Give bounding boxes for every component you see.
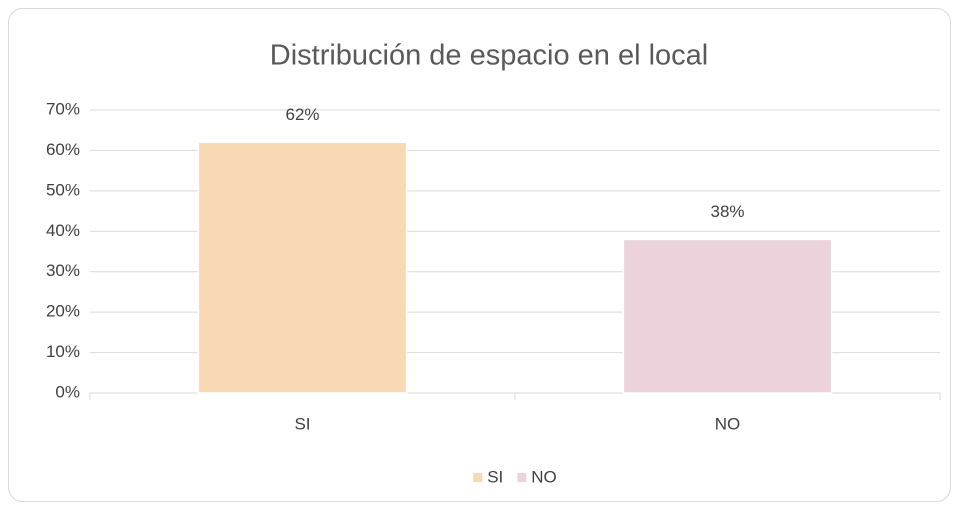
bar bbox=[622, 238, 833, 394]
x-tick-label: NO bbox=[715, 414, 741, 433]
y-tick-label: 70% bbox=[46, 99, 80, 118]
y-tick-label: 40% bbox=[46, 221, 80, 240]
legend-swatch bbox=[473, 473, 483, 482]
legend-swatch bbox=[517, 473, 527, 482]
y-tick-label: 50% bbox=[46, 180, 80, 199]
y-tick-label: 0% bbox=[55, 382, 80, 401]
legend-label: NO bbox=[531, 467, 557, 486]
chart-title: Distribución de espacio en el local bbox=[270, 40, 708, 72]
category-dividers bbox=[89, 393, 941, 400]
data-label: 38% bbox=[710, 202, 744, 221]
data-label: 62% bbox=[285, 105, 319, 124]
legend-label: SI bbox=[487, 467, 503, 486]
y-tick-label: 30% bbox=[46, 261, 80, 280]
x-tick-label: SI bbox=[294, 414, 310, 433]
y-tick-label: 20% bbox=[46, 302, 80, 321]
y-tick-label: 10% bbox=[46, 342, 80, 361]
legend: SI NO bbox=[473, 467, 557, 486]
y-tick-label: 60% bbox=[46, 140, 80, 159]
bar bbox=[197, 141, 408, 394]
